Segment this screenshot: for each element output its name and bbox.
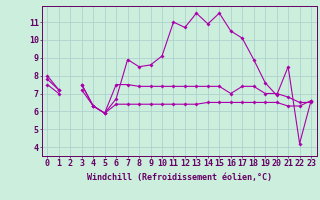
X-axis label: Windchill (Refroidissement éolien,°C): Windchill (Refroidissement éolien,°C) <box>87 173 272 182</box>
